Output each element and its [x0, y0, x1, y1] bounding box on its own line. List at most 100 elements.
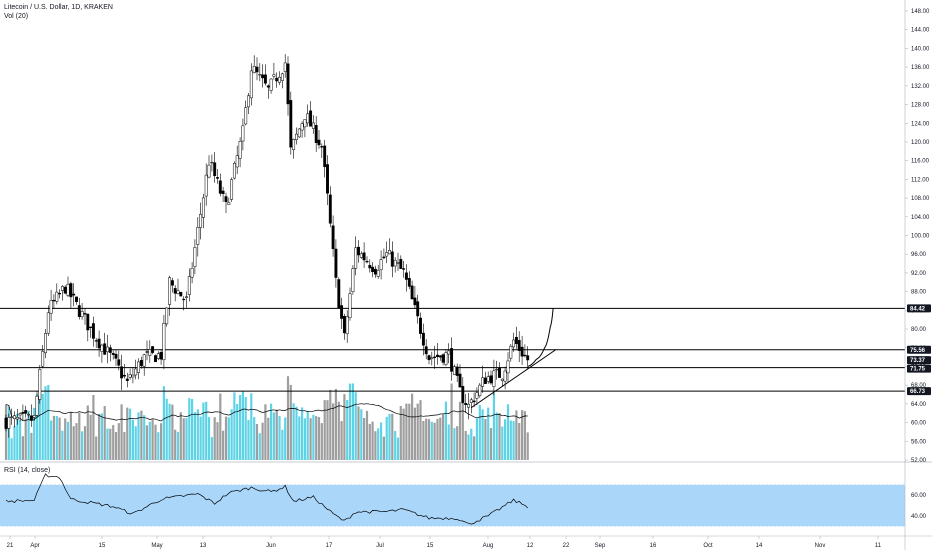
candle-body [311, 122, 315, 129]
candle-body [506, 360, 510, 374]
volume-bar [450, 383, 453, 460]
candle-body [345, 316, 349, 335]
rsi-tick-label: 40.00 [911, 514, 927, 520]
volume-bar [13, 425, 16, 460]
time-tick-label: 21 [7, 543, 14, 549]
volume-bar [312, 414, 315, 460]
candle-body [13, 415, 16, 420]
candle-body [475, 392, 479, 399]
candle-body [52, 299, 56, 302]
candle-body [385, 252, 389, 257]
volume-bar [275, 409, 278, 460]
volume-bar [363, 417, 366, 460]
price-axis[interactable]: 52.0056.0060.0064.0068.0072.0076.0080.00… [905, 9, 931, 520]
volume-bar [103, 406, 106, 460]
volume-bar [168, 403, 171, 460]
volume-bar [236, 404, 239, 460]
candle-body [362, 252, 366, 261]
candle-body [328, 194, 332, 224]
price-tick-label: 132.00 [911, 84, 930, 90]
candle-body [469, 399, 473, 403]
volume-bar [151, 419, 154, 460]
volume-bar [380, 422, 383, 460]
volume-bar [348, 383, 352, 460]
volume-bar [219, 393, 222, 460]
volume-bar [309, 418, 312, 460]
time-axis[interactable]: 21 Apr 15 May 13 Jun 17 Jul 15 Aug 12 22 Sep 16 Oct 14 N… [7, 536, 882, 549]
volume-bar [61, 430, 64, 460]
volume-bar [365, 410, 369, 460]
volume-bar [340, 421, 343, 460]
candle-body [413, 297, 417, 306]
price-badge [907, 356, 931, 365]
volume-bar [207, 417, 211, 460]
volume-bar [295, 406, 298, 460]
candle-body [334, 248, 338, 278]
candle-body [185, 296, 188, 298]
candle-body [199, 213, 203, 228]
candle-body [379, 259, 383, 271]
candle-body [10, 416, 14, 418]
volume-bar [267, 417, 270, 460]
volume-bar [495, 412, 498, 460]
candle-body [103, 343, 107, 355]
candle-body [111, 353, 115, 355]
volume-bar [137, 412, 140, 460]
candle-body [371, 266, 375, 272]
volume-bar [140, 410, 143, 460]
candle-body [357, 246, 360, 256]
support-trendline[interactable] [471, 349, 557, 409]
volume-bar [306, 411, 309, 460]
candle-body [297, 128, 301, 138]
volume-bar [498, 413, 501, 460]
candle-body [58, 292, 62, 295]
price-badge-label: 73.37 [910, 358, 926, 364]
candlestick-layer [4, 54, 530, 438]
projected-path[interactable] [527, 308, 554, 367]
candle-body [7, 417, 11, 429]
price-tick-label: 92.00 [911, 271, 927, 277]
time-tick-label: 17 [326, 543, 333, 549]
candle-body [320, 146, 324, 148]
candle-body [486, 376, 490, 382]
volume-bar [185, 418, 188, 460]
candle-body [512, 339, 516, 348]
candle-body [145, 351, 149, 353]
volume-bar [337, 401, 340, 460]
volume-bar [230, 409, 233, 460]
candle-body [399, 258, 403, 269]
volume-bar [317, 417, 321, 460]
volume-bar [357, 406, 360, 460]
volume-bar [394, 431, 397, 460]
volume-bar [21, 436, 24, 460]
volume-bar [114, 432, 118, 460]
candle-body [503, 370, 507, 382]
price-tick-label: 68.00 [911, 383, 927, 389]
candle-body [114, 353, 118, 359]
volume-bar [126, 407, 129, 460]
volume-bar [475, 418, 478, 460]
volume-bar [478, 404, 481, 460]
volume-bar [95, 436, 98, 460]
volume-bar [470, 428, 473, 460]
drawings-layer[interactable] [471, 308, 557, 409]
volume-bar [244, 397, 247, 460]
volume-bar [55, 416, 58, 460]
candle-body [433, 356, 437, 358]
price-tick-label: 144.00 [911, 28, 930, 34]
time-tick-label: Jun [266, 543, 276, 549]
volume-bar [374, 431, 377, 460]
volume-bar [473, 436, 476, 460]
candle-body [24, 410, 28, 414]
candle-body [461, 386, 465, 403]
volume-bar [191, 399, 194, 460]
volume-bar [292, 403, 295, 460]
price-tick-label: 136.00 [911, 65, 930, 71]
volume-bar [199, 416, 202, 460]
candle-body [483, 377, 487, 384]
volume-bar [216, 422, 219, 460]
candle-body [436, 354, 439, 357]
volume-bar [134, 426, 137, 460]
